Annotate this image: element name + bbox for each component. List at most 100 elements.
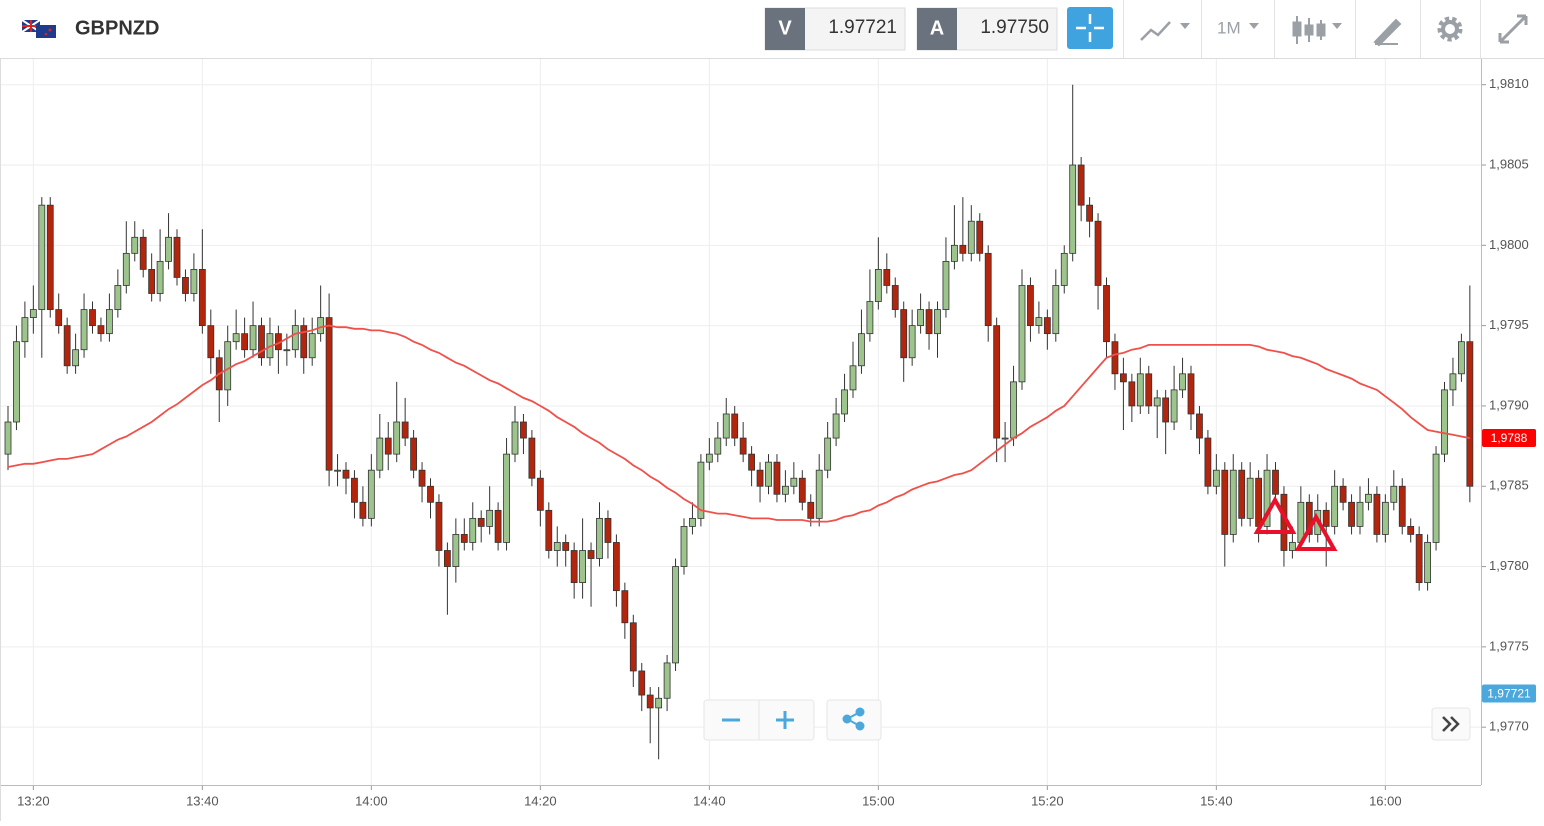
candle-body — [1449, 373, 1457, 391]
flag-icon — [21, 19, 56, 38]
candle-body — [511, 421, 519, 455]
candle-body — [528, 437, 536, 479]
candle-body — [773, 461, 781, 495]
candle-body — [663, 662, 671, 699]
moving-average-line — [7, 324, 1470, 523]
candle-body — [232, 333, 240, 343]
candle-body — [1238, 469, 1246, 519]
candle-body — [1077, 164, 1085, 206]
y-tick-label: 1,9800 — [1489, 237, 1529, 252]
candle-body — [410, 437, 418, 471]
candle-body — [832, 413, 840, 439]
candle-body — [596, 517, 603, 559]
x-tick-label: 15:20 — [1031, 793, 1064, 808]
candle-body — [55, 309, 63, 327]
candle-body — [942, 260, 950, 310]
toolbar-separators — [1123, 0, 1481, 58]
candle-body — [1170, 389, 1178, 423]
candle-body — [1348, 501, 1355, 527]
candle-body — [1179, 373, 1186, 391]
candle-body — [1229, 469, 1237, 535]
chart-type-button[interactable] — [1292, 16, 1342, 44]
candle-body — [638, 670, 646, 696]
bid-label: V — [778, 17, 792, 39]
candle-body — [89, 309, 96, 327]
x-tick-label: 15:00 — [862, 793, 895, 808]
candle-body — [367, 469, 375, 519]
candle-body — [1458, 341, 1465, 375]
candle-body — [621, 590, 629, 624]
candle-body — [38, 204, 46, 310]
candle-body — [1060, 252, 1068, 286]
candle-body — [29, 309, 37, 318]
candle-body — [1441, 389, 1448, 455]
candle-body — [1356, 501, 1364, 527]
indicator-button[interactable] — [1140, 21, 1190, 41]
candle-body — [959, 244, 967, 254]
candle-body — [486, 509, 494, 527]
candle-body — [1424, 542, 1431, 584]
x-tick-label: 13:40 — [186, 793, 219, 808]
candle-body — [241, 333, 249, 351]
candle-body — [553, 542, 561, 551]
y-tick-label: 1,9770 — [1489, 719, 1529, 734]
candle-body — [469, 517, 477, 543]
candle-body — [951, 244, 958, 262]
candle-body — [866, 301, 874, 335]
ask-badge — [917, 8, 957, 50]
draw-tool-button[interactable] — [1373, 18, 1402, 47]
share-button[interactable] — [842, 707, 865, 731]
candle-body — [1415, 534, 1423, 584]
candle-body — [1162, 397, 1170, 423]
candle-body — [1153, 397, 1161, 407]
candle-body — [1136, 373, 1144, 407]
x-tick-label: 16:00 — [1369, 793, 1402, 808]
timeframe-button[interactable]: 1M — [1217, 18, 1241, 37]
candle-body — [798, 477, 806, 503]
candle-body — [122, 252, 130, 286]
candle-body — [900, 309, 908, 359]
candle-body — [308, 333, 316, 359]
signal-marker — [1294, 512, 1338, 551]
candle-body — [1305, 501, 1313, 535]
candle-body — [198, 269, 206, 327]
candle-body — [13, 341, 20, 423]
candle-body — [917, 309, 924, 327]
share-box — [826, 699, 882, 741]
candle-body — [165, 236, 172, 262]
candle-body — [934, 309, 941, 335]
candle-body — [291, 325, 299, 351]
candle-body — [680, 526, 688, 567]
candle-body — [993, 325, 1001, 439]
candle-body — [1322, 509, 1330, 527]
candle-body — [106, 309, 113, 335]
candle-body — [1272, 469, 1279, 495]
candle-body — [359, 501, 367, 519]
candle-body — [587, 550, 595, 559]
price-tag — [1482, 429, 1536, 448]
candle-body — [1204, 437, 1212, 487]
settings-button[interactable] — [1437, 16, 1463, 42]
candle-body — [570, 550, 578, 584]
timeframe-caret — [1249, 23, 1259, 29]
candle-body — [1331, 485, 1339, 527]
candle-body — [1196, 413, 1203, 439]
candle-body — [925, 309, 933, 335]
candle-body — [604, 517, 612, 543]
ask-label: A — [930, 17, 944, 39]
candle-body — [148, 269, 156, 294]
candle-body — [1001, 437, 1009, 440]
candle-body — [984, 252, 992, 327]
x-tick-label: 15:40 — [1200, 793, 1233, 808]
fullscreen-button[interactable] — [1498, 14, 1528, 44]
candle-body — [841, 389, 848, 415]
candle-body — [1212, 469, 1220, 487]
candle-body — [418, 469, 426, 487]
candle-body — [384, 437, 392, 455]
candle-body — [739, 437, 747, 455]
candle-body — [300, 325, 308, 359]
crosshair-button[interactable] — [1067, 7, 1113, 49]
zoom-in-button[interactable] — [776, 711, 794, 729]
plot-area: 1,9770 1,9775 1,9780 1,9785 1,9790 1,9795 1,98… — [0, 59, 1529, 808]
candle-body — [891, 285, 899, 310]
